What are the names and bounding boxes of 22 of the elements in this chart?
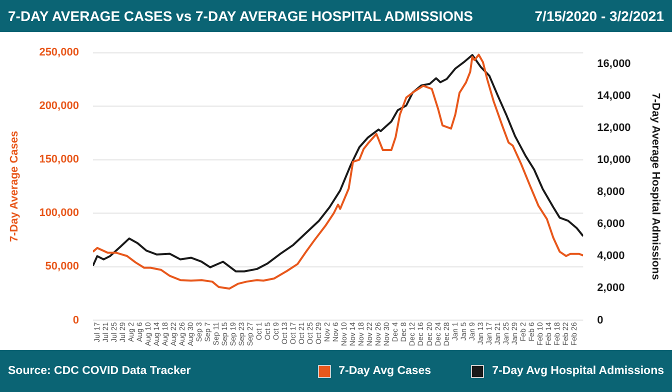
legend-label: 7-Day Avg Cases (338, 365, 432, 377)
chart-subtitle: 7/15/2020 - 3/2/2021 (534, 8, 664, 24)
y-tick-label: 100,000 (39, 207, 79, 220)
y-tick-label: 0 (72, 314, 79, 326)
y2-tick-label: 16,000 (597, 58, 631, 70)
y2-tick-label: 6,000 (597, 218, 625, 230)
y-tick-label: 200,000 (39, 100, 79, 112)
y-tick-label: 150,000 (39, 154, 79, 166)
y2-tick-label: 14,000 (597, 90, 631, 102)
y2-tick-label: 12,000 (597, 122, 631, 134)
chart-title: 7-DAY AVERAGE CASES vs 7-DAY AVERAGE HOSPITAL ADMISSIONS (8, 8, 473, 24)
y2-tick-label: 4,000 (597, 250, 625, 262)
legend-label: 7-Day Avg Hospital Admissions (492, 365, 664, 377)
source-note: Source: CDC COVID Data Tracker (8, 365, 191, 377)
y2-tick-label: 2,000 (597, 282, 625, 294)
y2-tick-label: 0 (597, 314, 604, 326)
y2-axis-title: 7-Day Average Hospital Admissions (649, 92, 662, 280)
y-axis-title: 7-Day Average Cases (8, 130, 21, 242)
y2-tick-label: 10,000 (597, 154, 631, 166)
y2-tick-label: 8,000 (597, 186, 625, 198)
y-tick-label: 250,000 (39, 46, 79, 59)
y-tick-label: 50,000 (45, 260, 79, 273)
